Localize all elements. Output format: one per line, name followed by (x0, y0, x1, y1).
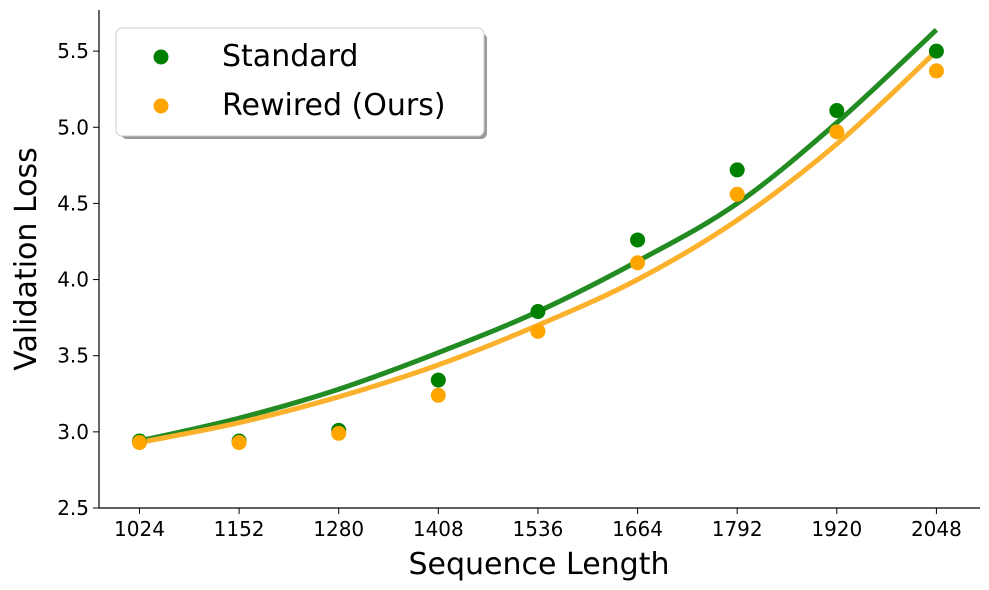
x-tick-label: 1152 (214, 517, 265, 541)
legend-box (115, 27, 485, 137)
legend: Standard Rewired (Ours) (115, 27, 487, 139)
point-standard (530, 304, 546, 320)
y-tick-label: 5.0 (57, 115, 89, 139)
y-tick-label: 4.0 (57, 268, 89, 292)
point-rewired (829, 124, 845, 140)
x-tick-label: 1408 (413, 517, 464, 541)
point-rewired (530, 323, 546, 339)
y-tick-label: 2.5 (57, 496, 89, 520)
point-standard (430, 372, 446, 388)
y-axis-label: Validation Loss (9, 147, 44, 370)
data-points (131, 43, 944, 451)
x-tick-label: 1024 (114, 517, 165, 541)
x-axis-label: Sequence Length (409, 547, 670, 582)
y-tick-label: 4.5 (57, 191, 89, 215)
x-tick-label: 1792 (712, 517, 763, 541)
point-rewired (630, 255, 646, 271)
point-rewired (928, 63, 944, 79)
x-tick-label: 1920 (811, 517, 862, 541)
x-tick-label: 2048 (911, 517, 962, 541)
x-ticks: 1024 1152 1280 1408 1536 1664 1792 1920 2048 (114, 508, 962, 541)
point-standard (928, 43, 944, 59)
x-tick-label: 1536 (512, 517, 563, 541)
y-tick-label: 3.5 (57, 344, 89, 368)
point-standard (630, 232, 646, 248)
point-standard (729, 162, 745, 178)
point-rewired (131, 435, 147, 451)
point-rewired (729, 186, 745, 202)
legend-marker-standard (153, 49, 169, 65)
point-standard (829, 103, 845, 119)
legend-marker-rewired (153, 98, 169, 114)
point-rewired (231, 435, 247, 451)
y-tick-label: 3.0 (57, 420, 89, 444)
point-rewired (331, 425, 347, 441)
legend-label-standard: Standard (222, 39, 358, 74)
x-tick-label: 1280 (313, 517, 364, 541)
y-tick-label: 5.5 (57, 39, 89, 63)
x-tick-label: 1664 (612, 517, 663, 541)
point-rewired (430, 387, 446, 403)
y-ticks: 2.5 3.0 3.5 4.0 4.5 5.0 5.5 (57, 39, 99, 520)
legend-label-rewired: Rewired (Ours) (222, 88, 446, 123)
